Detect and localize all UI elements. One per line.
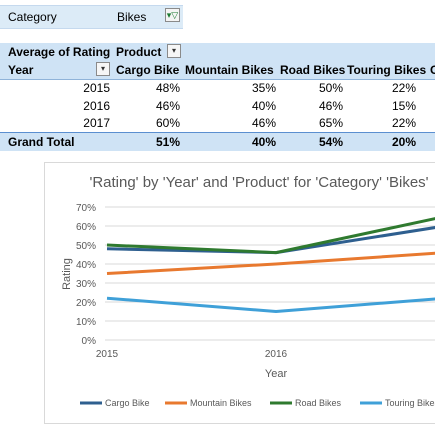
cell-value: 22% — [391, 116, 416, 130]
cell-value: 15% — [391, 99, 416, 113]
cell-value: 35% — [251, 81, 276, 95]
y-tick-label: 10% — [76, 317, 96, 328]
grand-total-value: 20% — [391, 135, 416, 149]
y-tick-label: 70% — [76, 203, 96, 214]
grand-total-label: Grand Total — [8, 135, 75, 149]
y-tick-label: 20% — [76, 298, 96, 309]
grand-total-value: 40% — [251, 135, 276, 149]
cell-value: 46% — [318, 99, 343, 113]
legend-label: Cargo Bike — [105, 398, 150, 408]
y-tick-label: 60% — [76, 222, 96, 233]
pivot-header-row-1 — [0, 43, 435, 61]
x-tick-label: 2015 — [96, 349, 119, 360]
series-line-touring-bikes[interactable] — [106, 296, 435, 313]
x-axis-label: Year — [265, 368, 288, 380]
grand-total-value: 54% — [318, 135, 343, 149]
row-year: 2016 — [83, 99, 110, 113]
column-header-touring-bikes: Touring Bikes — [347, 63, 427, 77]
report-filter-row — [0, 5, 183, 29]
cell-value: 65% — [318, 116, 343, 130]
line-chart: 0% 10% 20% 30% 40% 50% 60% 70% 2015 2016 Year Ratin… — [61, 203, 435, 408]
y-axis-label: Rating — [61, 258, 73, 290]
chart-title: 'Rating' by 'Year' and 'Product' for 'Ca… — [89, 174, 429, 191]
y-tick-label: 30% — [76, 279, 96, 290]
row-field-dropdown-icon[interactable]: ▾ — [96, 62, 110, 76]
y-tick-label: 0% — [82, 336, 97, 347]
filter-dropdown-icon[interactable]: ▾▽ — [165, 8, 180, 22]
cell-value: 40% — [251, 99, 276, 113]
x-tick-label: 2016 — [265, 349, 288, 360]
filter-field-value: Bikes — [117, 10, 147, 24]
cell-value: 60% — [155, 116, 180, 130]
grand-total-row — [0, 132, 435, 151]
legend-label: Road Bikes — [295, 398, 342, 408]
filter-field-label: Category — [8, 10, 57, 24]
cell-value: 46% — [155, 99, 180, 113]
y-tick-label: 40% — [76, 260, 96, 271]
chart-area[interactable] — [44, 162, 435, 424]
column-field-dropdown-icon[interactable]: ▾ — [167, 44, 181, 58]
row-year: 2017 — [83, 116, 110, 130]
series-line-mountain-bikes[interactable] — [106, 251, 435, 275]
column-header-road-bikes: Road Bikes — [280, 63, 346, 77]
measure-label: Average of Rating — [8, 45, 111, 59]
column-header-mountain-bikes: Mountain Bikes — [185, 63, 274, 77]
cell-value: 46% — [251, 116, 276, 130]
legend-label: Mountain Bikes — [190, 398, 252, 408]
series-line-road-bikes[interactable] — [106, 217, 435, 255]
cell-value: 50% — [318, 81, 343, 95]
column-header-grand-total-partial: G — [430, 63, 435, 77]
column-header-cargo-bike: Cargo Bike — [116, 63, 180, 77]
grand-total-value: 51% — [155, 135, 180, 149]
cell-value: 48% — [155, 81, 180, 95]
cell-value: 22% — [391, 81, 416, 95]
row-year: 2015 — [83, 81, 110, 95]
y-tick-label: 50% — [76, 241, 96, 252]
column-field-label: Product — [116, 45, 162, 59]
row-field-label: Year — [8, 63, 34, 77]
legend-label: Touring Bikes — [385, 398, 435, 408]
